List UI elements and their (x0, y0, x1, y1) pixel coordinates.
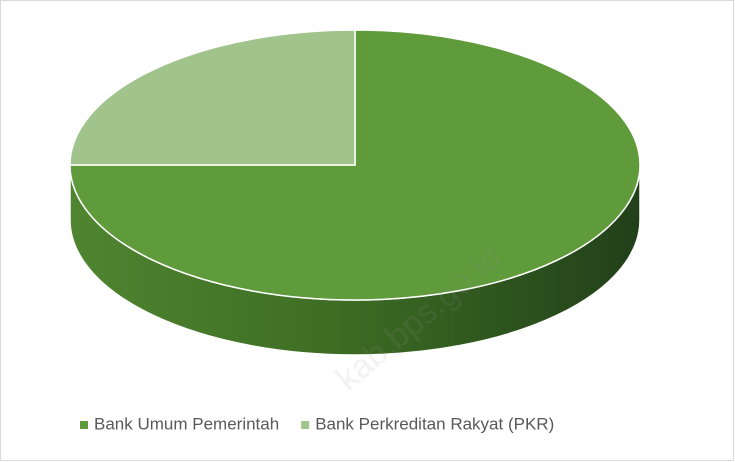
legend: Bank Umum Pemerintah Bank Perkreditan Rak… (80, 414, 554, 433)
legend-swatch (80, 421, 88, 429)
legend-label: Bank Umum Pemerintah (94, 414, 279, 433)
legend-label: Bank Perkreditan Rakyat (PKR) (315, 414, 554, 433)
pie (69, 29, 641, 356)
legend-swatch (301, 421, 310, 429)
slice (69, 29, 356, 166)
